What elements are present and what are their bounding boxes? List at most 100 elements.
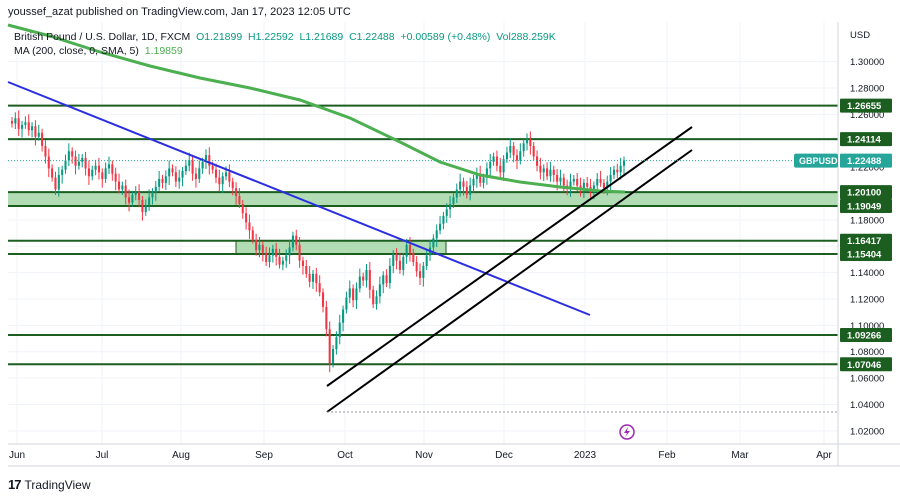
- level-tag-box: [840, 132, 892, 147]
- candle-body: [37, 132, 40, 137]
- candle-body: [124, 185, 127, 198]
- candle-body: [107, 164, 111, 169]
- candle-body: [138, 192, 141, 201]
- candle-body: [84, 157, 87, 169]
- level-tag-label: 1.07046: [847, 360, 881, 371]
- candle-body: [154, 186, 157, 193]
- resistance-zone: [235, 240, 447, 255]
- candle-body: [214, 169, 218, 178]
- candle-body: [449, 203, 452, 210]
- channel-lower-line: [326, 149, 693, 413]
- candle-body: [492, 156, 495, 162]
- candle-body: [198, 168, 201, 179]
- candle-body: [54, 177, 57, 190]
- candle-body: [622, 160, 626, 166]
- candle-body: [111, 164, 114, 174]
- candle-body: [121, 185, 124, 190]
- candle-body: [31, 126, 34, 131]
- close-value: C1.22488: [349, 31, 395, 43]
- lightning-bolt-icon: [624, 427, 630, 437]
- candle-body: [475, 173, 478, 179]
- candle-body: [378, 284, 381, 297]
- candle-body: [549, 169, 552, 177]
- candle-body: [134, 192, 137, 195]
- candle-body: [265, 252, 268, 263]
- y-tick-label: 1.10000: [850, 321, 884, 332]
- candle-body: [352, 288, 355, 301]
- x-tick-label: Apr: [816, 450, 832, 461]
- candle-body: [255, 239, 258, 251]
- y-tick-label: 1.28000: [850, 83, 884, 94]
- candle-body: [388, 265, 391, 284]
- publisher-header: youssef_azat published on TradingView.co…: [8, 6, 351, 18]
- candle-body: [465, 186, 468, 195]
- candle-body: [462, 181, 465, 187]
- x-tick-label: Oct: [337, 450, 353, 461]
- candle-body: [44, 145, 47, 157]
- candle-body: [181, 171, 184, 178]
- candle-body: [201, 161, 204, 169]
- candle-body: [355, 288, 358, 301]
- candle-body: [472, 178, 475, 186]
- candle-body: [348, 288, 351, 298]
- candle-body: [338, 322, 341, 338]
- candle-body: [67, 151, 70, 161]
- x-tick-label: Jun: [9, 450, 25, 461]
- candle-body: [315, 273, 318, 284]
- candle-body: [91, 169, 94, 177]
- candle-body: [502, 159, 505, 173]
- candle-body: [368, 269, 371, 290]
- y-tick-label: 1.22000: [850, 163, 884, 174]
- candle-body: [609, 174, 612, 182]
- candle-body: [408, 244, 412, 253]
- candle-body: [482, 177, 485, 183]
- candle-body: [164, 176, 167, 183]
- candle-body: [606, 181, 609, 189]
- candle-body: [358, 276, 361, 289]
- candle-body: [117, 181, 121, 190]
- candle-body: [412, 252, 415, 263]
- x-tick-label: Sep: [255, 450, 273, 461]
- candle-body: [402, 256, 405, 270]
- candle-body: [64, 160, 67, 170]
- candle-body: [342, 309, 345, 323]
- candle-body: [235, 188, 238, 197]
- axes: [8, 22, 900, 467]
- candle-body: [405, 244, 408, 257]
- candle-body: [174, 172, 177, 182]
- high-value: H1.22592: [248, 31, 294, 43]
- level-tag-box: [840, 185, 892, 200]
- candle-body: [455, 189, 458, 198]
- grid-lines: [8, 22, 838, 444]
- x-tick-label: Feb: [658, 450, 676, 461]
- candle-body: [592, 185, 595, 193]
- current-price-tag-box: [840, 153, 892, 168]
- candle-body: [515, 155, 519, 161]
- candle-body: [442, 215, 445, 224]
- candle-body: [596, 178, 599, 186]
- candle-body: [51, 168, 54, 178]
- candle-body: [261, 244, 264, 253]
- candle-body: [546, 168, 549, 177]
- trend-lines: [7, 81, 838, 413]
- ma-value: 1.19859: [144, 45, 183, 57]
- candle-body: [576, 178, 579, 186]
- candle-body: [505, 152, 508, 160]
- x-tick-label: Mar: [731, 450, 749, 461]
- candle-body: [616, 169, 619, 173]
- candle-body: [178, 177, 181, 182]
- candle-body: [131, 194, 134, 203]
- candle-body: [318, 283, 321, 293]
- candle-body: [241, 203, 244, 214]
- candle-body: [445, 209, 448, 216]
- candle-body: [459, 181, 462, 190]
- candle-body: [325, 306, 328, 330]
- candle-body: [144, 205, 147, 212]
- candle-body: [114, 173, 117, 182]
- y-tick-label: 1.06000: [850, 374, 884, 385]
- support-zone: [8, 192, 838, 206]
- candle-body: [382, 275, 385, 285]
- y-tick-label: 1.04000: [850, 400, 884, 411]
- candle-body: [559, 177, 562, 182]
